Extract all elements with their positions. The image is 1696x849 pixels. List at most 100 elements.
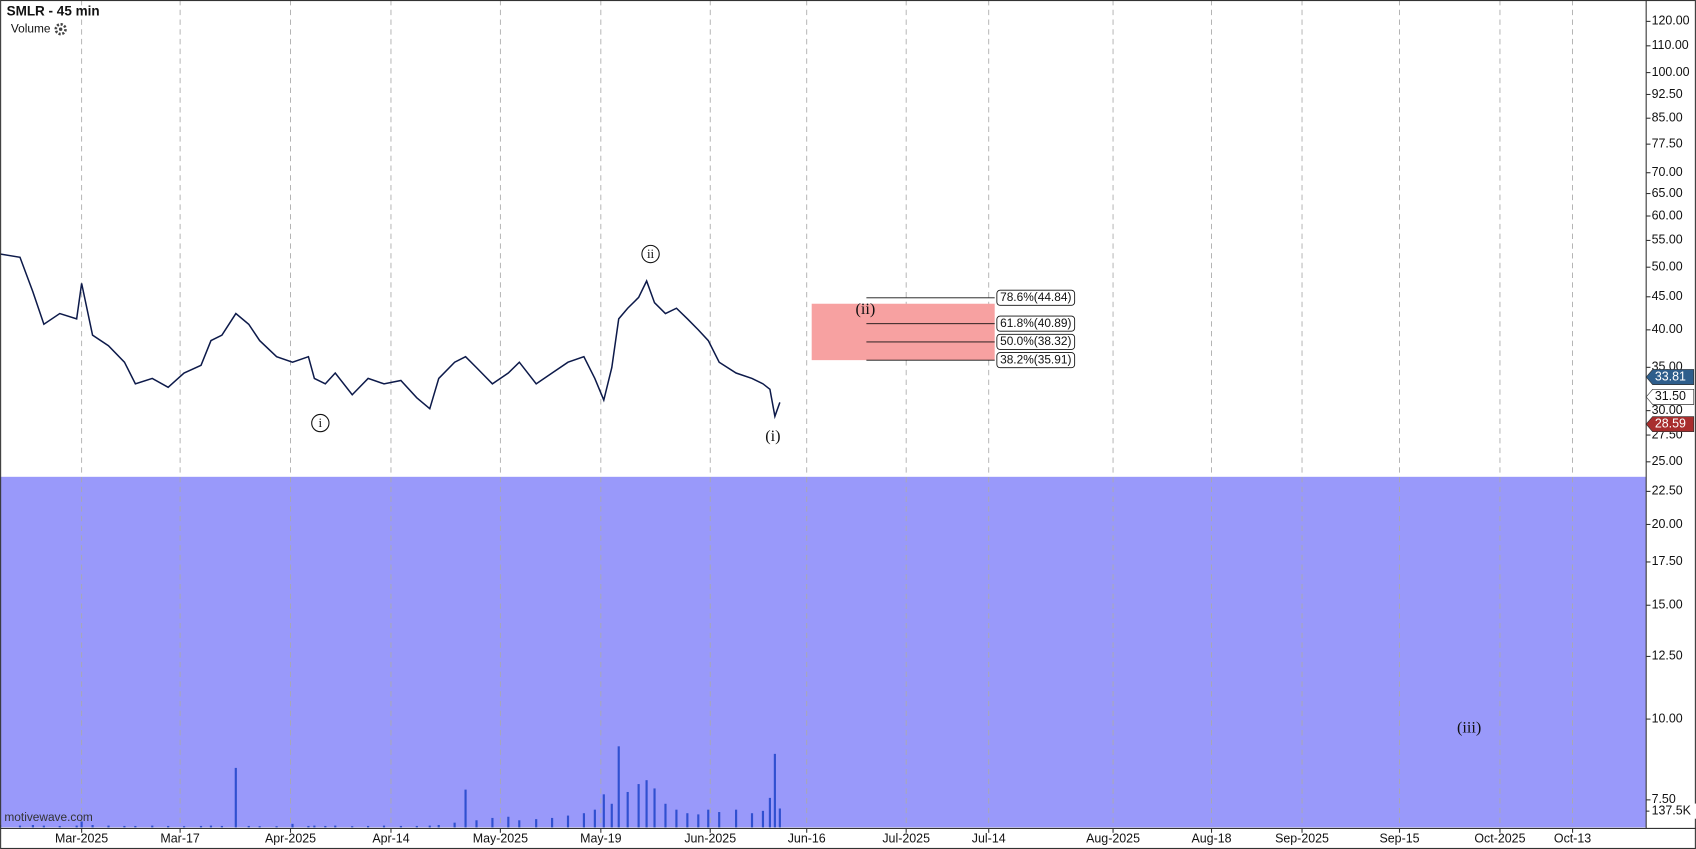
volume-bar — [735, 809, 738, 828]
volume-bar — [761, 810, 765, 828]
volume-bar — [697, 814, 700, 828]
x-tick-label: Jul-2025 — [882, 832, 930, 846]
y-tick-label: 7.50 — [1652, 792, 1676, 806]
volume-bar — [167, 825, 170, 828]
volume-bar — [664, 803, 667, 828]
volume-bar — [367, 825, 370, 828]
volume-bar — [75, 825, 78, 828]
volume-bar — [123, 825, 126, 828]
volume-bar — [617, 746, 620, 828]
y-tick-label: 77.50 — [1652, 136, 1683, 150]
x-tick-label: Aug-18 — [1191, 832, 1231, 846]
x-tick-label: Mar-17 — [160, 832, 199, 846]
y-tick-label: 60.00 — [1652, 208, 1683, 222]
price-marker-label: 31.50 — [1655, 389, 1686, 403]
volume-bar — [637, 784, 640, 828]
x-tick-label: Jul-14 — [972, 832, 1006, 846]
volume-bar — [324, 825, 327, 828]
volume-bar — [778, 808, 781, 828]
volume-bar — [209, 825, 213, 828]
y-tick-label: 92.50 — [1652, 87, 1683, 101]
volume-bar — [18, 825, 22, 828]
x-tick-label: Aug-2025 — [1086, 832, 1140, 846]
volume-bar — [773, 753, 776, 828]
volume-bar — [220, 825, 223, 828]
y-tick-label: 10.00 — [1652, 711, 1683, 725]
price-marker — [1645, 389, 1695, 405]
fib-label: 50.0%(38.32) — [1000, 334, 1071, 348]
volume-bar — [107, 825, 110, 828]
y-tick-label: 120.00 — [1652, 14, 1690, 28]
wave-circle — [311, 413, 330, 433]
volume-bar — [653, 788, 656, 828]
x-tick-label: Apr-2025 — [265, 832, 316, 846]
volume-bar — [275, 826, 278, 828]
volume-bar — [610, 803, 613, 828]
volume-bar — [645, 780, 648, 828]
data — [0, 253, 781, 828]
y-tick-label: 55.00 — [1652, 233, 1683, 247]
x-tick-label: Mar-2025 — [55, 832, 108, 846]
volume-bar — [582, 813, 586, 828]
y-tick-label: 50.00 — [1652, 259, 1683, 273]
volume-bar — [382, 825, 386, 828]
y-tick-label: 20.00 — [1652, 517, 1683, 531]
volume-bar — [551, 817, 554, 828]
wave-circle — [641, 244, 660, 264]
y-tick-label: 17.50 — [1652, 554, 1683, 568]
wave-label: (i) — [765, 427, 780, 445]
volume-bar — [453, 822, 456, 828]
volume-bar — [437, 825, 440, 828]
price-marker — [1645, 416, 1695, 433]
y-tick-label: 100.00 — [1652, 65, 1690, 79]
x-tick-label: Oct-13 — [1554, 832, 1591, 846]
price-marker — [1645, 369, 1695, 385]
volume-bar — [768, 797, 771, 828]
volume-bar — [258, 826, 261, 828]
x-tick-label: Sep-15 — [1379, 832, 1419, 846]
y-tick-label: 30.00 — [1652, 403, 1683, 417]
volume-bar — [42, 825, 45, 828]
volume-bar — [334, 825, 337, 828]
volume-bar — [307, 825, 310, 828]
volume-bar — [183, 826, 186, 828]
volume-bar — [491, 817, 494, 828]
shaded-zone — [0, 476, 1647, 828]
fib-label: 61.8%(40.89) — [1000, 316, 1071, 330]
x-tick-label: May-19 — [580, 832, 622, 846]
y-tick-label: 45.00 — [1652, 289, 1683, 303]
chart-title: SMLR - 45 min — [7, 3, 100, 18]
price-line — [0, 253, 781, 420]
volume-bar — [399, 825, 402, 828]
volume-bar — [151, 825, 154, 828]
x-tick-label: Jun-16 — [788, 832, 826, 846]
wave-label: (iii) — [1457, 718, 1481, 736]
annotations: 78.6%(44.84) 61.8%(40.89) 50.0%(38.32) 38.2… — [311, 244, 1481, 736]
fib-label-box — [996, 333, 1076, 350]
volume-bar — [58, 825, 61, 828]
volume-bar — [602, 794, 605, 828]
settings-icon[interactable] — [54, 23, 67, 36]
fib-label: 38.2%(35.91) — [1000, 352, 1071, 366]
y-tick-label: 65.00 — [1652, 186, 1683, 200]
grid — [81, 0, 1573, 828]
y-tick-label: 15.00 — [1652, 598, 1683, 612]
volume-bar — [750, 813, 754, 828]
zones — [0, 476, 1647, 828]
x-tick-label: Oct-2025 — [1474, 832, 1525, 846]
y-tick-label: 12.50 — [1652, 649, 1683, 663]
volume-bar — [31, 825, 34, 828]
volume-bar — [593, 809, 596, 828]
volume-bar — [475, 820, 478, 828]
y-tick-label: 22.50 — [1652, 484, 1683, 498]
wave-label: ii — [647, 246, 655, 261]
volume-bar — [351, 826, 354, 828]
volume-bar — [718, 812, 721, 828]
volume-bar — [247, 825, 250, 828]
fib-label-box — [996, 289, 1076, 306]
volume-bar — [535, 819, 538, 828]
volume-bar — [313, 825, 316, 828]
